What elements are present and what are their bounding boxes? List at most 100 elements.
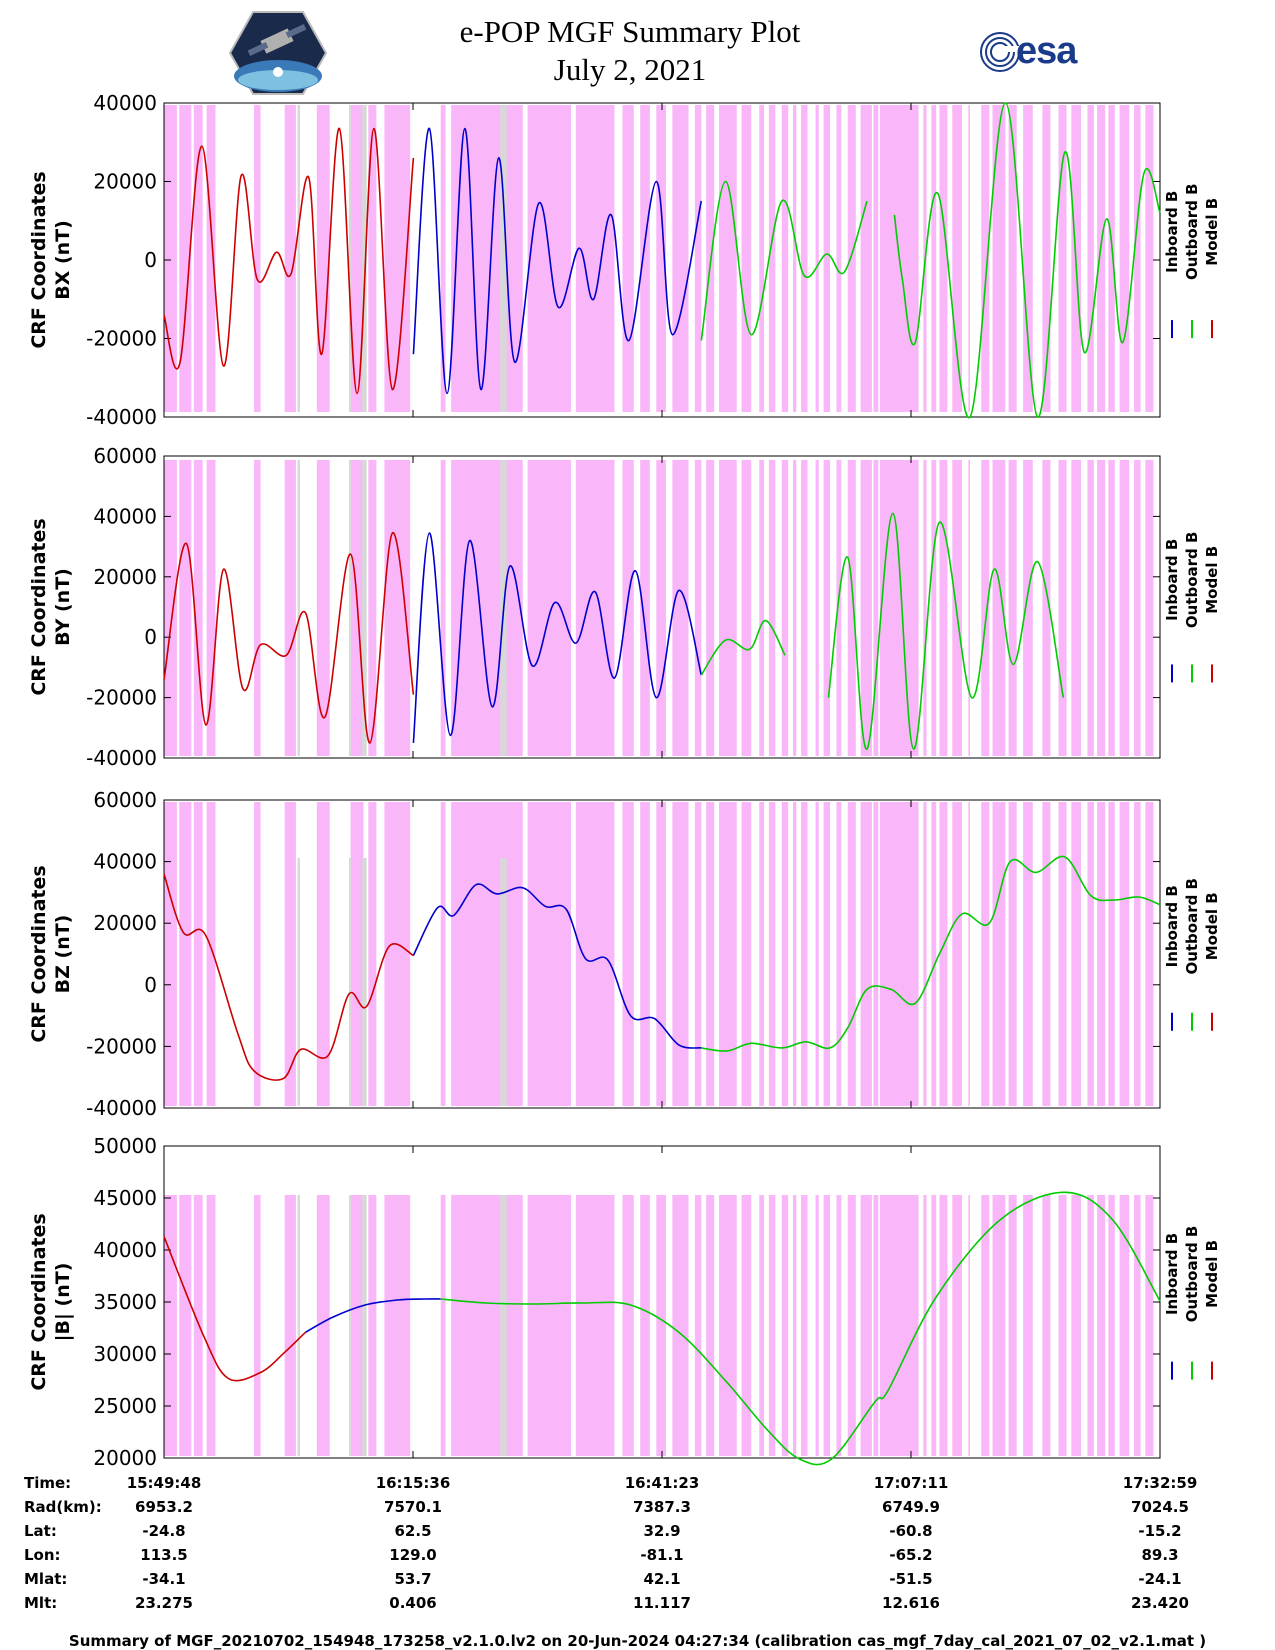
gray-shade-bar <box>361 1195 367 1456</box>
legend-entry: Inboard B <box>1163 1233 1181 1315</box>
pink-shade-bar <box>847 105 856 412</box>
pink-shade-bar <box>992 802 1006 1106</box>
pink-shade-bar <box>952 105 962 412</box>
y-tick-label: 40000 <box>93 504 157 528</box>
pink-shade-bar <box>640 460 650 756</box>
pink-shade-bar <box>206 1195 216 1456</box>
pink-shade-bar <box>939 460 948 756</box>
plot-title-line2: July 2, 2021 <box>553 52 707 87</box>
pink-shade-bar <box>451 1195 523 1456</box>
pink-shade-bar <box>781 460 789 756</box>
info-cell: 11.117 <box>633 1594 691 1612</box>
pink-shade-bar <box>1042 460 1051 756</box>
pink-shade-bar <box>179 460 192 756</box>
info-cell: -24.1 <box>1138 1570 1182 1588</box>
pink-shade-bar <box>823 460 831 756</box>
series-line-outboard-b <box>701 855 1161 1052</box>
y-axis-label: CRF Coordinates <box>28 865 50 1042</box>
y-tick-label: 60000 <box>93 444 157 468</box>
gray-shade-bar <box>349 1195 352 1456</box>
pink-shade-bar <box>193 802 203 1106</box>
info-cell: 113.5 <box>140 1546 188 1564</box>
pink-shade-bar <box>1042 1195 1051 1456</box>
pink-shade-bar <box>206 105 216 412</box>
pink-shade-bar <box>1097 105 1106 412</box>
y-tick-label: 0 <box>144 625 157 649</box>
info-cell: 23.420 <box>1131 1594 1189 1612</box>
pink-shade-bar <box>316 105 330 412</box>
pink-shade-bar <box>193 105 203 412</box>
pink-shade-bar <box>451 460 523 756</box>
pink-shade-bar <box>316 1195 330 1456</box>
esa-emblem-icon <box>980 32 1022 72</box>
pink-shade-bar <box>879 1195 919 1456</box>
pink-shade-bar <box>254 105 261 412</box>
info-cell: 6953.2 <box>135 1498 193 1516</box>
y-axis-label-units: BZ (nT) <box>52 915 74 994</box>
pink-shade-bar <box>1119 460 1130 756</box>
pink-shade-bar <box>1023 105 1033 412</box>
pink-shade-bar <box>284 105 296 412</box>
pink-shade-bar <box>193 1195 203 1456</box>
pink-shade-bar <box>952 802 962 1106</box>
pink-shade-bar <box>1145 1195 1154 1456</box>
pink-shade-bar <box>1145 802 1154 1106</box>
pink-shade-bar <box>823 1195 831 1456</box>
y-tick-label: 40000 <box>93 850 157 874</box>
pink-shade-bar <box>164 1195 177 1456</box>
pink-shade-bar <box>719 105 737 412</box>
series-line-model-b <box>163 873 414 1081</box>
info-cell: 17:32:59 <box>1122 1474 1198 1492</box>
legend-entry: Model B <box>1203 1240 1221 1308</box>
pink-shade-bar <box>992 460 1006 756</box>
gray-shade-bar <box>500 1195 507 1456</box>
pink-shade-bar <box>179 802 192 1106</box>
pink-shade-bar <box>640 105 650 412</box>
pink-shade-bar <box>992 1195 1006 1456</box>
pink-shade-bar <box>694 1195 702 1456</box>
series-line-outboard-b <box>893 102 1161 419</box>
pink-shade-bar <box>1071 460 1082 756</box>
pink-shade-bar <box>836 105 842 412</box>
y-tick-label: 35000 <box>93 1290 157 1314</box>
y-tick-label: 40000 <box>93 1238 157 1262</box>
pink-shade-bar <box>1097 1195 1106 1456</box>
pink-shade-bar <box>1145 460 1154 756</box>
pink-shade-bar <box>781 802 789 1106</box>
pink-shade-bar <box>640 1195 650 1456</box>
gray-shade-bar <box>349 105 352 412</box>
info-cell: 16:15:36 <box>375 1474 451 1492</box>
pink-shade-bar <box>815 802 819 1106</box>
pink-shade-bar <box>1023 460 1033 756</box>
pink-shade-bar <box>672 1195 689 1456</box>
y-tick-label: -40000 <box>86 405 157 429</box>
info-cell: 7570.1 <box>384 1498 442 1516</box>
pink-shade-bar <box>981 802 990 1106</box>
info-cell: 0.406 <box>389 1594 437 1612</box>
pink-shade-bar <box>640 802 650 1106</box>
legend-entry: Outboard B <box>1183 1226 1201 1323</box>
y-tick-label: 30000 <box>93 1342 157 1366</box>
pink-shade-bar <box>694 802 702 1106</box>
info-cell: 129.0 <box>389 1546 437 1564</box>
pink-shade-bar <box>873 1195 879 1456</box>
info-row-label: Time: <box>24 1474 72 1492</box>
info-cell: -51.5 <box>889 1570 933 1588</box>
pink-shade-bar <box>860 1195 872 1456</box>
pink-shade-bar <box>1108 105 1115 412</box>
gray-shade-bar <box>500 858 507 1106</box>
y-tick-label: 20000 <box>93 1446 157 1470</box>
y-tick-label: 20000 <box>93 911 157 935</box>
pink-shade-bar <box>368 105 377 412</box>
y-axis-label-units: |B| (nT) <box>52 1263 74 1342</box>
pink-shade-bar <box>622 802 634 1106</box>
series-line-model-b <box>163 127 415 395</box>
pink-shade-bar <box>1042 802 1051 1106</box>
pink-shade-bar <box>1134 460 1141 756</box>
series-line-inboard-b <box>412 532 703 743</box>
pink-shade-bar <box>384 1195 411 1456</box>
pink-shade-bar <box>1108 802 1115 1106</box>
pink-shade-bar <box>719 460 737 756</box>
pink-shade-bar <box>706 105 715 412</box>
